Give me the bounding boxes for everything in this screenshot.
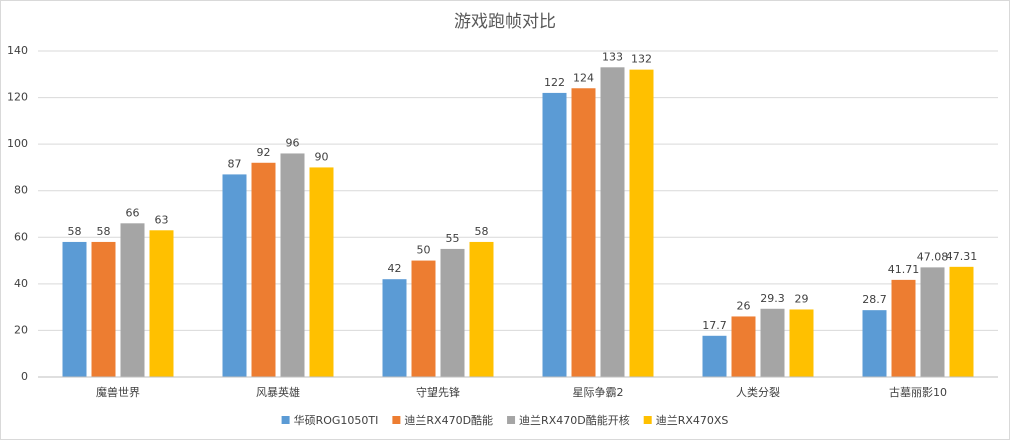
data-label: 124 xyxy=(573,71,594,84)
data-label: 66 xyxy=(126,206,140,219)
y-tick-label: 80 xyxy=(14,184,28,197)
y-tick-label: 0 xyxy=(21,370,28,383)
bar xyxy=(862,310,887,377)
bar xyxy=(251,162,276,377)
y-tick-label: 40 xyxy=(14,277,28,290)
x-tick-label: 人类分裂 xyxy=(736,385,780,399)
x-tick-label: 星际争霸2 xyxy=(573,385,624,399)
data-label: 96 xyxy=(286,136,300,149)
data-label: 28.7 xyxy=(862,293,887,306)
data-label: 132 xyxy=(631,53,652,66)
bar xyxy=(920,267,945,377)
x-tick-label: 古墓丽影10 xyxy=(889,386,947,399)
legend-label: 华硕ROG1050TI xyxy=(294,413,379,427)
bar xyxy=(309,167,334,377)
data-label: 87 xyxy=(228,157,242,170)
bar xyxy=(789,309,814,377)
data-label: 58 xyxy=(97,225,111,238)
data-label: 63 xyxy=(155,213,169,226)
y-tick-label: 140 xyxy=(7,44,28,57)
bar xyxy=(702,335,727,377)
data-label: 42 xyxy=(388,262,402,275)
bar xyxy=(222,174,247,377)
bar xyxy=(62,241,87,377)
chart-title: 游戏跑帧对比 xyxy=(454,12,556,32)
bar xyxy=(411,260,436,377)
bar xyxy=(382,279,407,377)
bar xyxy=(949,266,974,377)
legend-swatch xyxy=(281,416,290,424)
data-label: 55 xyxy=(446,232,460,245)
data-label: 29.3 xyxy=(760,292,785,305)
data-label: 41.71 xyxy=(888,263,920,276)
data-label: 29 xyxy=(795,292,809,305)
legend-swatch xyxy=(507,416,516,424)
bar xyxy=(600,67,625,378)
y-tick-label: 20 xyxy=(14,323,28,336)
bar xyxy=(629,69,654,377)
bar xyxy=(760,308,785,377)
data-label: 133 xyxy=(602,50,623,63)
bar xyxy=(91,241,116,377)
data-label: 58 xyxy=(475,225,489,238)
legend-label: 迪兰RX470D酷能开核 xyxy=(519,413,630,427)
bar xyxy=(542,92,567,378)
legend-label: 迪兰RX470XS xyxy=(656,414,729,427)
data-label: 122 xyxy=(544,76,565,89)
bar xyxy=(440,248,465,377)
bar xyxy=(149,230,174,377)
data-label: 47.08 xyxy=(917,250,949,263)
bar xyxy=(731,316,756,377)
data-label: 58 xyxy=(68,225,82,238)
x-tick-label: 守望先锋 xyxy=(416,385,460,399)
y-tick-label: 120 xyxy=(7,91,28,104)
y-tick-label: 60 xyxy=(14,230,28,243)
data-label: 50 xyxy=(417,244,431,257)
data-label: 90 xyxy=(315,150,329,163)
bar xyxy=(891,279,916,377)
legend-swatch xyxy=(643,416,652,424)
data-label: 17.7 xyxy=(702,319,727,332)
bar xyxy=(120,223,145,377)
legend-swatch xyxy=(392,416,401,424)
legend-label: 迪兰RX470D酷能 xyxy=(404,413,493,427)
data-label: 26 xyxy=(737,299,751,312)
bar xyxy=(469,241,494,377)
x-tick-label: 风暴英雄 xyxy=(256,385,300,399)
y-tick-label: 100 xyxy=(7,137,28,150)
bar xyxy=(280,153,305,377)
x-tick-label: 魔兽世界 xyxy=(96,385,140,399)
data-label: 92 xyxy=(257,146,271,159)
bar xyxy=(571,88,596,377)
data-label: 47.31 xyxy=(946,250,978,263)
